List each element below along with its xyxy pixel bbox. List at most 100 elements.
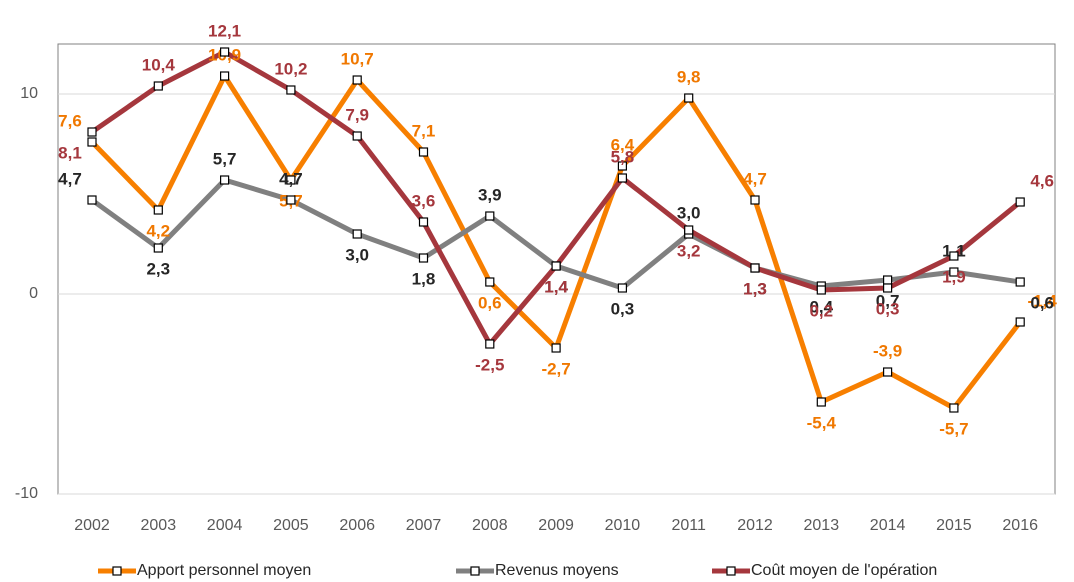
legend-marker (112, 566, 122, 576)
marker (949, 267, 959, 277)
marker (1015, 277, 1025, 287)
value-label: -5,4 (807, 413, 837, 432)
x-tick-label: 2007 (406, 517, 442, 534)
value-label: 1,3 (743, 279, 767, 298)
marker (220, 71, 230, 81)
marker (949, 403, 959, 413)
value-label: 2,3 (146, 259, 170, 278)
marker (949, 251, 959, 261)
y-tick-label: 0 (29, 285, 38, 302)
value-label: 4,2 (146, 221, 170, 240)
value-label: 9,8 (677, 67, 701, 86)
value-label: 3,0 (345, 245, 369, 264)
x-tick-label: 2015 (936, 517, 972, 534)
value-label: 1,3 (743, 279, 767, 298)
marker (485, 211, 495, 221)
value-label: 8,1 (58, 143, 82, 162)
x-tick-label: 2009 (538, 517, 574, 534)
value-label: -1,4 (1028, 291, 1058, 310)
value-label: 6,4 (611, 135, 635, 154)
marker (882, 275, 893, 285)
marker (485, 339, 495, 349)
marker (684, 225, 694, 235)
marker (87, 137, 97, 147)
marker (418, 147, 429, 157)
value-label: 1,8 (412, 269, 436, 288)
x-tick-label: 2010 (605, 517, 641, 534)
value-label: 1,1 (942, 241, 966, 260)
marker (816, 397, 826, 407)
marker (220, 47, 230, 57)
x-tick-label: 2013 (804, 517, 840, 534)
marker (153, 243, 163, 253)
x-tick-label: 2006 (339, 517, 375, 534)
value-label: 4,7 (743, 169, 767, 188)
marker (87, 127, 97, 137)
marker (485, 277, 495, 287)
marker (750, 263, 760, 273)
value-label: 1,4 (544, 277, 568, 296)
marker (220, 175, 230, 185)
value-label: 1,4 (544, 277, 568, 296)
value-label: 10,4 (142, 55, 176, 74)
x-tick-label: 2008 (472, 517, 508, 534)
value-label: 0,3 (611, 299, 635, 318)
x-tick-label: 2002 (74, 517, 110, 534)
legend-marker (726, 566, 736, 576)
marker (352, 229, 362, 239)
marker (617, 283, 628, 293)
marker (286, 175, 296, 185)
x-tick-label: 2003 (141, 517, 177, 534)
marker (418, 217, 429, 227)
value-label: 4,7 (58, 169, 82, 188)
marker (418, 253, 429, 263)
marker (1015, 197, 1025, 207)
legend-label: Revenus moyens (495, 562, 619, 579)
value-label: -3,9 (873, 341, 902, 360)
value-label: 10,7 (341, 49, 374, 68)
value-label: 0,7 (876, 291, 900, 310)
value-label: 3,2 (677, 241, 701, 260)
value-label: -2,7 (541, 359, 570, 378)
marker (551, 343, 561, 353)
legend-marker (470, 566, 480, 576)
value-label: 3,6 (412, 191, 436, 210)
value-label: -2,5 (475, 355, 504, 374)
value-label: 5,7 (213, 149, 237, 168)
value-label: 1,9 (942, 267, 966, 286)
y-tick-label: -10 (15, 485, 38, 502)
marker (617, 161, 628, 171)
legend-label: Coût moyen de l'opération (751, 562, 937, 579)
value-label: 7,6 (58, 111, 82, 130)
value-label: 4,6 (1030, 171, 1054, 190)
marker (882, 367, 893, 377)
value-label: 0,2 (809, 301, 833, 320)
marker (286, 195, 296, 205)
marker (352, 131, 362, 141)
marker (352, 75, 362, 85)
marker (617, 173, 628, 183)
marker (153, 205, 163, 215)
x-tick-label: 2005 (273, 517, 309, 534)
marker (882, 283, 893, 293)
value-label: 0,3 (876, 299, 900, 318)
value-label: 4,7 (279, 169, 303, 188)
value-label: 0,4 (809, 297, 833, 316)
marker (153, 81, 163, 91)
x-tick-label: 2012 (737, 517, 773, 534)
marker (750, 195, 760, 205)
marker (1015, 317, 1025, 327)
value-label: 12,1 (208, 21, 241, 40)
value-label: 5,8 (611, 147, 635, 166)
marker (87, 195, 97, 205)
value-label: 3,0 (677, 203, 701, 222)
marker (286, 85, 296, 95)
value-label: 0,6 (478, 293, 502, 312)
value-label: 7,9 (345, 105, 369, 124)
marker (551, 261, 561, 271)
value-label: 0,6 (1030, 293, 1054, 312)
value-label: 10,2 (274, 59, 307, 78)
y-tick-label: 10 (20, 85, 38, 102)
legend-label: Apport personnel moyen (137, 562, 311, 579)
